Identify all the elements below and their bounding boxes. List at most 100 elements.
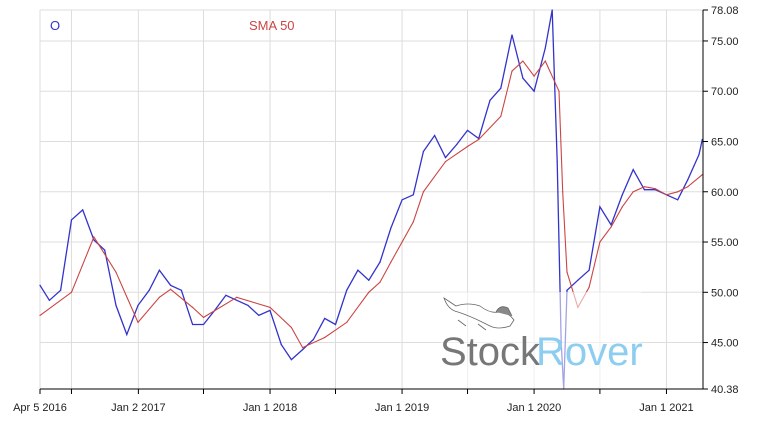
price-point <box>533 90 535 92</box>
sma-point <box>192 306 194 308</box>
sma-point <box>444 161 447 163</box>
sma-point <box>654 188 656 190</box>
legend-sma-label[interactable]: SMA 50 <box>249 18 295 33</box>
price-point <box>225 294 227 296</box>
sma-point <box>346 321 348 324</box>
sma-point <box>390 261 392 263</box>
sma-point <box>588 286 590 288</box>
price-point <box>390 227 392 229</box>
price-point <box>522 77 524 79</box>
price-point <box>698 153 700 156</box>
price-point <box>556 161 558 163</box>
watermark-stock: Stock <box>440 330 541 374</box>
price-point <box>236 299 238 301</box>
sma-point <box>290 326 292 329</box>
price-point <box>137 304 139 306</box>
price-point <box>126 333 128 336</box>
y-tick-label: 50.00 <box>711 287 739 299</box>
sma-point <box>93 236 95 238</box>
price-point <box>346 289 348 291</box>
price-point <box>500 87 502 89</box>
sma-point <box>621 206 623 208</box>
price-point <box>247 304 249 306</box>
series-layer <box>39 9 703 390</box>
sma-point <box>677 191 679 193</box>
sma-point <box>236 296 238 298</box>
sma-point <box>599 241 601 243</box>
price-point <box>566 289 568 291</box>
price-point <box>39 284 41 286</box>
price-point <box>115 304 117 306</box>
sma-point <box>137 321 139 324</box>
y-tick-label: 75.00 <box>711 36 739 48</box>
sma-point <box>158 296 160 298</box>
price-point <box>280 343 282 346</box>
sma-point <box>368 291 370 293</box>
y-tick-label: 55.00 <box>711 237 739 249</box>
price-point <box>489 99 491 101</box>
y-tick-label: 40.38 <box>711 384 739 396</box>
price-point <box>456 143 458 146</box>
x-tick-label: Jan 1 2020 <box>507 402 561 414</box>
price-point <box>422 150 425 153</box>
axes: 78.08 75.00 70.00 65.00 60.00 55.00 50.00 45.00… <box>13 5 738 414</box>
sma-point <box>466 145 469 148</box>
price-point <box>687 179 689 181</box>
price-point <box>368 279 370 281</box>
sma-point <box>610 226 612 228</box>
sma-point <box>533 75 535 77</box>
x-tick-label: Jan 1 2021 <box>639 402 693 414</box>
price-point <box>312 338 315 341</box>
sma-point <box>269 306 271 308</box>
price-point <box>544 47 546 49</box>
sma-point <box>665 194 668 196</box>
sma-point <box>70 291 73 293</box>
price-point <box>401 199 403 201</box>
price-point <box>82 209 84 211</box>
price-point <box>158 269 160 271</box>
price-point <box>357 269 359 271</box>
price-point <box>379 261 381 263</box>
y-tick-label: 70.00 <box>711 86 739 98</box>
price-point <box>599 206 601 208</box>
x-tick-label: Apr 5 2016 <box>13 402 67 414</box>
price-point <box>148 289 150 291</box>
price-point <box>180 289 183 291</box>
price-point <box>324 317 326 320</box>
dog-logo-icon <box>443 297 515 331</box>
price-point <box>444 156 447 159</box>
price-point <box>192 323 194 326</box>
sma-point <box>301 346 304 349</box>
watermark-rover: Rover <box>536 330 643 374</box>
price-point <box>258 314 260 317</box>
price-point <box>677 199 679 201</box>
y-tick-label: 45.00 <box>711 338 739 350</box>
sma-point <box>115 271 117 273</box>
sma-point <box>511 70 513 72</box>
price-point <box>60 289 62 291</box>
y-tick-label: 65.00 <box>711 136 739 148</box>
sma-point <box>544 60 546 62</box>
price-point <box>301 348 304 351</box>
price-point <box>643 189 646 191</box>
price-point <box>434 134 436 137</box>
sma-point <box>687 186 689 188</box>
price-point <box>511 34 513 36</box>
sma-point <box>522 60 524 62</box>
legend-price-marker[interactable]: O <box>50 18 60 33</box>
sma-point <box>500 115 502 117</box>
sma-point <box>632 191 634 193</box>
sma-point <box>422 191 425 193</box>
sma-point <box>558 90 560 92</box>
sma-point <box>412 221 414 223</box>
sma-point <box>39 314 41 317</box>
price-point <box>70 219 73 221</box>
price-point <box>621 194 623 196</box>
sma-point <box>324 336 326 339</box>
price-point <box>588 269 590 271</box>
price-point <box>104 249 106 251</box>
price-point <box>48 299 51 301</box>
price-point <box>290 359 292 361</box>
sma-point <box>566 271 568 273</box>
